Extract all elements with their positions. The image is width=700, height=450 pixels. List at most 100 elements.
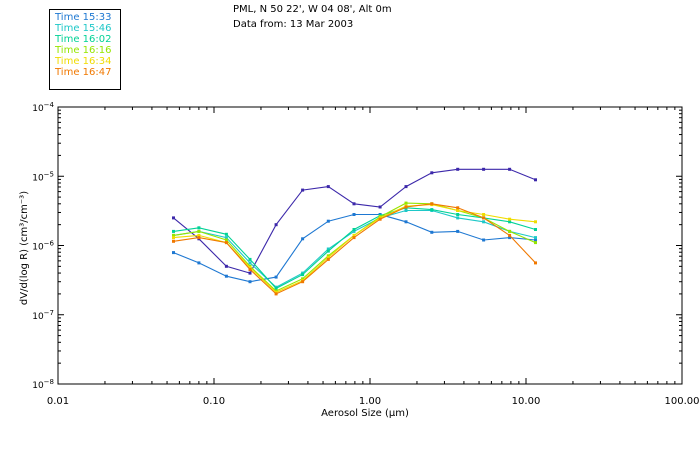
data-point (326, 254, 330, 258)
data-point (326, 219, 330, 223)
legend: Time 15:33 Time 15:46 Time 16:02 Time 16… (49, 9, 121, 90)
data-point (534, 238, 537, 242)
data-point (197, 226, 201, 230)
x-axis-label: Aerosol Size (µm) (321, 408, 409, 419)
data-point (197, 236, 201, 240)
data-point (430, 202, 434, 206)
data-point (274, 275, 278, 279)
data-point (301, 277, 305, 281)
data-point (224, 232, 228, 236)
data-point (274, 223, 278, 227)
data-point (456, 209, 460, 212)
data-point (482, 238, 486, 242)
data-point (352, 233, 356, 237)
data-point (224, 238, 228, 242)
y-tick-label: 10−4 (32, 101, 54, 114)
series-line (173, 202, 536, 292)
chart-title: PML, N 50 22', W 04 08', Alt 0m (233, 4, 392, 15)
data-point (352, 213, 356, 216)
data-point (534, 228, 537, 231)
data-point (430, 230, 434, 234)
y-axis-label: dV/d(log R) (cm³/cm⁻³) (19, 191, 30, 305)
data-point (534, 178, 537, 182)
data-point (326, 256, 330, 259)
data-point (172, 229, 175, 233)
data-point (482, 213, 486, 216)
data-point (508, 233, 512, 237)
data-point (352, 228, 356, 231)
data-point (197, 229, 201, 233)
data-point (404, 220, 408, 224)
data-point (534, 236, 537, 240)
data-point (301, 280, 305, 284)
data-point (534, 220, 537, 224)
x-tick-label: 100.00 (665, 396, 700, 407)
data-point (482, 216, 486, 220)
data-point (301, 237, 305, 241)
data-point (378, 205, 382, 209)
legend-item: Time 16:16 (55, 45, 112, 56)
data-point (274, 286, 278, 290)
data-point (172, 251, 175, 255)
data-point (352, 229, 356, 233)
data-point (404, 185, 408, 189)
data-point (326, 257, 330, 261)
data-point (456, 213, 460, 216)
data-point (456, 229, 460, 233)
data-point (482, 167, 486, 171)
data-point (326, 185, 330, 189)
data-point (197, 261, 201, 265)
y-tick-label: 10−6 (32, 240, 54, 253)
data-point (508, 217, 512, 221)
data-point (482, 220, 486, 224)
y-tick-label: 10−7 (32, 309, 54, 322)
data-point (224, 274, 228, 278)
legend-item: Time 16:34 (55, 56, 112, 67)
data-point (248, 268, 252, 271)
data-point (172, 236, 175, 240)
legend-item: Time 15:33 (55, 12, 112, 23)
data-date: Data from: 13 Mar 2003 (233, 19, 354, 30)
plot-area-frame (57, 106, 683, 385)
data-point (172, 239, 175, 243)
data-point (274, 292, 278, 296)
data-point (197, 233, 201, 237)
x-tick-label: 0.10 (203, 396, 225, 407)
x-tick-label: 1.00 (359, 396, 381, 407)
series-group (172, 167, 537, 296)
x-tick-label: 0.01 (47, 396, 69, 407)
data-point (534, 261, 537, 265)
legend-item: Time 16:02 (55, 34, 112, 45)
data-point (456, 206, 460, 210)
data-point (508, 229, 512, 233)
data-point (326, 247, 330, 251)
data-point (456, 216, 460, 220)
data-point (326, 249, 330, 253)
y-tick-label: 10−8 (32, 378, 54, 391)
data-point (248, 257, 252, 261)
data-point (430, 171, 434, 175)
data-point (172, 233, 175, 237)
data-point (172, 216, 175, 220)
data-point (430, 208, 434, 212)
data-point (248, 266, 252, 270)
data-point (352, 202, 356, 206)
data-point (378, 217, 382, 221)
data-point (224, 241, 228, 245)
series-line (173, 213, 536, 283)
data-point (508, 167, 512, 171)
x-tick-label: 10.00 (512, 396, 541, 407)
data-point (508, 220, 512, 224)
legend-item: Time 15:46 (55, 23, 112, 34)
data-point (508, 236, 512, 240)
data-point (248, 261, 252, 265)
data-point (404, 201, 408, 205)
data-point (224, 236, 228, 240)
data-point (404, 209, 408, 212)
data-point (534, 241, 537, 245)
data-point (301, 273, 305, 277)
y-tick-label: 10−5 (32, 170, 54, 183)
data-point (248, 280, 252, 284)
data-point (456, 167, 460, 171)
data-point (352, 236, 356, 240)
